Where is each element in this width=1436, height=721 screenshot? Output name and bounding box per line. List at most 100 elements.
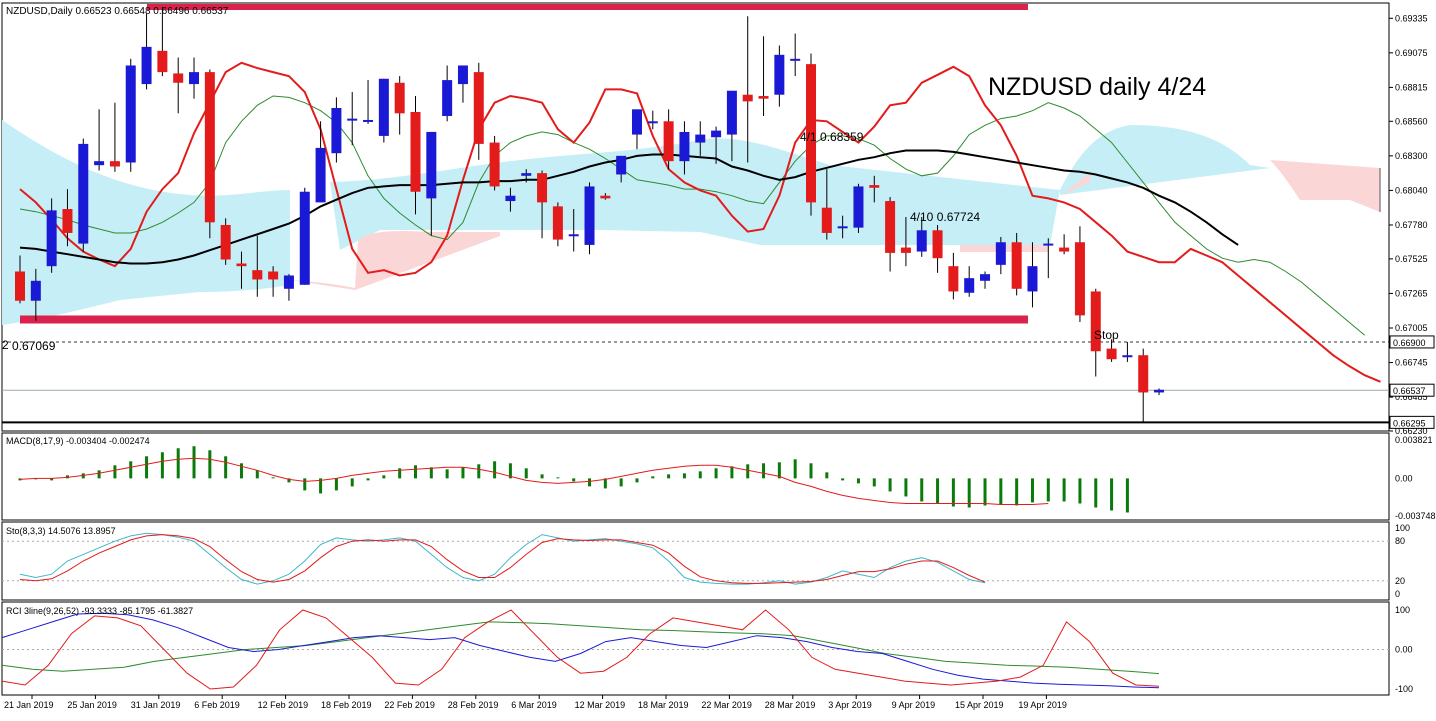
candle-bear: [821, 207, 832, 233]
price-box-label: 0.66295: [1393, 418, 1426, 428]
rci-panel-frame: [1, 601, 1390, 696]
candle-bear: [204, 72, 215, 223]
price-axis: 0.69335 0.69075 0.68815 0.68560 0.68300 0.680…: [1389, 13, 1435, 436]
candle-bull: [1043, 243, 1054, 246]
candle-bear: [932, 230, 943, 259]
candle-bull: [94, 161, 105, 166]
candle-bull: [457, 65, 468, 85]
time-label: 25 Jan 2019: [67, 700, 117, 710]
rci-tick-label: 100: [1395, 605, 1410, 615]
candle-bull: [774, 54, 785, 95]
time-axis: 21 Jan 2019 25 Jan 2019 31 Jan 2019 6 Feb 2…: [4, 695, 1067, 710]
candle-bear: [1138, 355, 1149, 393]
candle-bear: [600, 195, 611, 199]
candle-bull: [125, 65, 136, 163]
candle-bull: [78, 143, 89, 244]
candle-bear: [900, 247, 911, 253]
macd-label: MACD(8,17,9) -0.003404 -0.002474: [6, 436, 150, 446]
candlesticks: [15, 6, 1165, 424]
time-label: 15 Apr 2019: [955, 700, 1004, 710]
macd-tick-label: 0.00: [1395, 473, 1413, 483]
cloud-bear-area: [1270, 160, 1380, 212]
sto-tick-label: 0: [1395, 589, 1400, 599]
sto-main-line: [19, 532, 986, 585]
candle-bear: [948, 266, 959, 292]
price-box: [1389, 415, 1435, 429]
candle-bull: [916, 230, 927, 252]
time-label: 6 Feb 2019: [194, 700, 240, 710]
time-label: 21 Jan 2019: [4, 700, 54, 710]
macd-tick-label: -0.003748: [1395, 511, 1436, 521]
candle-bear: [1090, 291, 1101, 352]
sto-tick-label: 20: [1395, 576, 1405, 586]
candle-bear: [157, 50, 168, 73]
candle-bear: [758, 96, 769, 99]
candle-bear: [220, 224, 231, 260]
candle-bear: [806, 64, 816, 203]
stochastic-indicator: 100 80 20 0: [2, 523, 1410, 599]
high-annotation: 4/1 0.68359: [800, 130, 864, 144]
sto-panel-frame: [1, 521, 1390, 601]
candle-bull: [189, 72, 200, 85]
rci-label: RCI 3line(9,26,52) -93.3333 -85.1795 -61…: [6, 606, 193, 616]
time-label: 28 Mar 2019: [765, 700, 816, 710]
time-label: 31 Jan 2019: [131, 700, 181, 710]
low-annotation: 4/10 0.67724: [910, 210, 980, 224]
price-box-label: 0.66900: [1393, 338, 1426, 348]
candle-bull: [568, 234, 579, 237]
candle-bear: [15, 271, 25, 301]
candle-bear: [885, 201, 896, 253]
candle-bull: [853, 186, 864, 228]
price-tick-label: 0.68560: [1395, 116, 1428, 126]
candle-bear: [410, 111, 421, 192]
price-tick-label: 0.66485: [1395, 392, 1428, 402]
price-box: [1389, 335, 1435, 349]
price-tick-label: 0.69335: [1395, 13, 1428, 23]
candle-bull: [584, 186, 595, 245]
tenkan-line: [19, 61, 1381, 383]
macd-signal-line: [19, 457, 1049, 505]
candle-bull: [964, 278, 975, 293]
candle-bull: [426, 131, 437, 199]
rci-short-line: [1, 609, 1160, 690]
candle-bull: [647, 121, 658, 124]
candle-bear: [1011, 242, 1022, 289]
sto-tick-label: 80: [1395, 536, 1405, 546]
price-tick-label: 0.68300: [1395, 151, 1428, 161]
symbol-info: NZDUSD,Daily 0.66523 0.66548 0.66496 0.6…: [6, 6, 229, 17]
rci-tick-label: -100: [1395, 684, 1413, 694]
time-label: 12 Feb 2019: [258, 700, 309, 710]
candle-bear: [552, 206, 563, 240]
candle-bull: [1027, 266, 1038, 292]
price-tick-label: 0.66230: [1395, 426, 1428, 436]
time-label: 3 Apr 2019: [828, 700, 872, 710]
sto-label: Sto(8,3,3) 14.5076 13.8957: [6, 526, 116, 536]
candle-bear: [236, 263, 247, 267]
time-label: 22 Feb 2019: [384, 700, 435, 710]
candle-bear: [537, 173, 548, 203]
candle-bull: [347, 118, 358, 121]
candle-bear: [62, 209, 73, 233]
price-tick-label: 0.66745: [1395, 358, 1428, 368]
candle-bear: [489, 142, 500, 187]
time-label: 18 Mar 2019: [638, 700, 689, 710]
stop-label: Stop: [1094, 328, 1119, 342]
candle-bear: [869, 185, 880, 188]
candle-bull: [631, 109, 642, 135]
sto-signal-line: [19, 534, 986, 584]
candle-bull: [331, 108, 342, 154]
kijun-line: [19, 95, 1366, 336]
price-box-label: 0.66537: [1393, 386, 1426, 396]
candle-bear: [742, 94, 753, 102]
candle-bull: [695, 134, 706, 143]
price-tick-label: 0.67265: [1395, 288, 1428, 298]
candle-bull: [1154, 389, 1165, 393]
time-label: 9 Apr 2019: [892, 700, 936, 710]
cloud-bull-area: [1060, 125, 1270, 195]
rci-long-line: [1, 621, 1160, 675]
price-tick-label: 0.67005: [1395, 323, 1428, 333]
candle-bull: [442, 80, 453, 116]
candle-bull: [995, 242, 1006, 265]
